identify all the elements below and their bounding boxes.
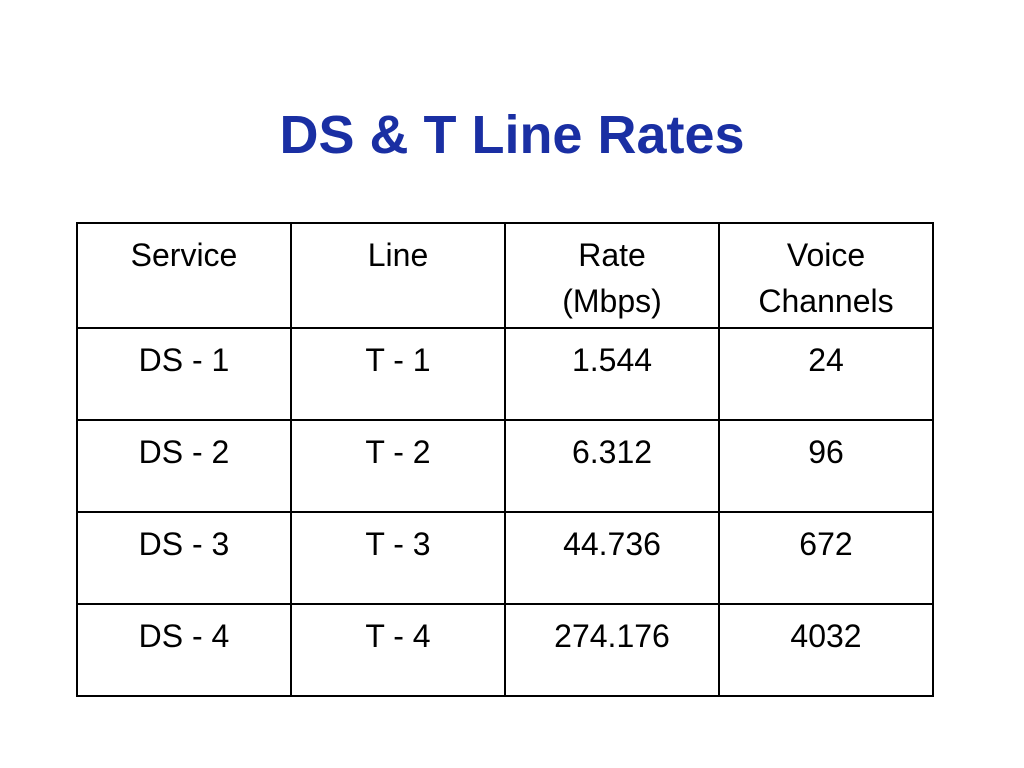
header-line: Service [130,237,238,273]
header-row: Service Line Rate (Mbps) Voice Channels [76,222,934,329]
header-line: Channels [758,283,894,319]
header-cell: Service [76,222,292,329]
header-cell: Line [290,222,506,329]
data-cell: 1.544 [504,327,720,421]
data-cell: 672 [718,511,934,605]
header-line: (Mbps) [562,283,662,319]
header-line: Line [367,237,429,273]
data-cell: DS - 2 [76,419,292,513]
data-cell: T - 2 [290,419,506,513]
data-cell: T - 4 [290,603,506,697]
data-cell: DS - 1 [76,327,292,421]
data-cell: T - 3 [290,511,506,605]
data-cell: 44.736 [504,511,720,605]
data-cell: 96 [718,419,934,513]
data-cell: 24 [718,327,934,421]
data-cell: DS - 3 [76,511,292,605]
table-body: Service Line Rate (Mbps) Voice Channels DS - 1… [76,222,934,697]
header-line: Rate [578,237,646,273]
data-cell: 6.312 [504,419,720,513]
data-cell: DS - 4 [76,603,292,697]
header-cell: Rate (Mbps) [504,222,720,329]
header-line: Voice [786,237,866,273]
data-cell: 274.176 [504,603,720,697]
data-cell: 4032 [718,603,934,697]
rates-table: Service Line Rate (Mbps) Voice Channels DS - 1… [76,222,934,697]
slide-title: DS & T Line Rates [279,105,745,165]
data-cell: T - 1 [290,327,506,421]
header-cell: Voice Channels [718,222,934,329]
